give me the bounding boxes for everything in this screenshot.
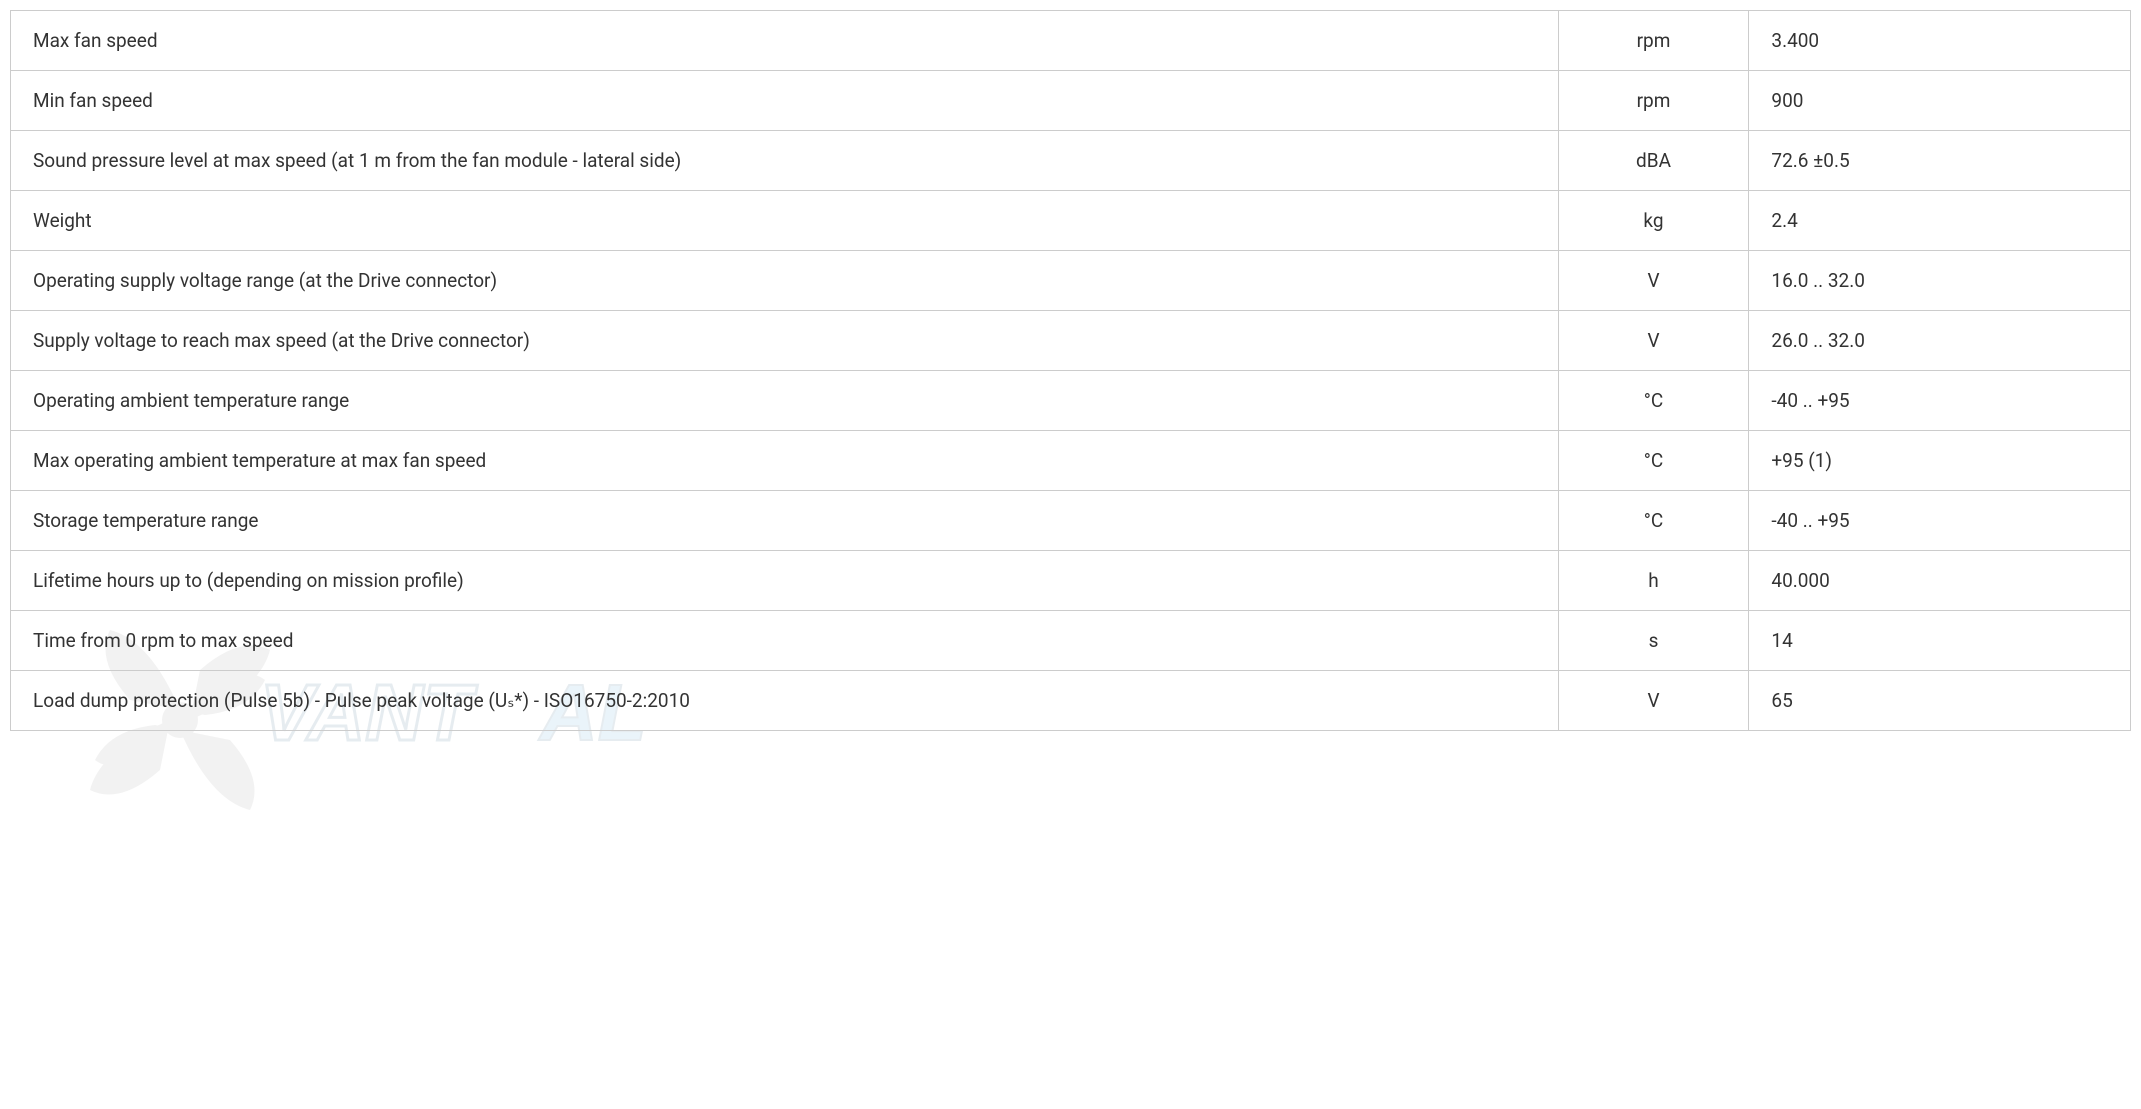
param-cell: Supply voltage to reach max speed (at th… xyxy=(11,311,1559,371)
param-cell: Sound pressure level at max speed (at 1 … xyxy=(11,131,1559,191)
value-cell: 16.0 .. 32.0 xyxy=(1749,251,2131,311)
param-cell: Lifetime hours up to (depending on missi… xyxy=(11,551,1559,611)
value-cell: 26.0 .. 32.0 xyxy=(1749,311,2131,371)
unit-cell: °C xyxy=(1558,371,1749,431)
table-row: Min fan speed rpm 900 xyxy=(11,71,2131,131)
unit-cell: V xyxy=(1558,671,1749,731)
value-cell: 3.400 xyxy=(1749,11,2131,71)
value-cell: 900 xyxy=(1749,71,2131,131)
unit-cell: s xyxy=(1558,611,1749,671)
table-row: Max operating ambient temperature at max… xyxy=(11,431,2131,491)
specifications-table: Max fan speed rpm 3.400 Min fan speed rp… xyxy=(10,10,2131,731)
unit-cell: rpm xyxy=(1558,11,1749,71)
value-cell: 65 xyxy=(1749,671,2131,731)
value-cell: +95 (1) xyxy=(1749,431,2131,491)
table-row: Max fan speed rpm 3.400 xyxy=(11,11,2131,71)
unit-cell: V xyxy=(1558,311,1749,371)
param-cell: Min fan speed xyxy=(11,71,1559,131)
table-row: Sound pressure level at max speed (at 1 … xyxy=(11,131,2131,191)
unit-cell: kg xyxy=(1558,191,1749,251)
table-row: Lifetime hours up to (depending on missi… xyxy=(11,551,2131,611)
param-cell: Time from 0 rpm to max speed xyxy=(11,611,1559,671)
table-body: Max fan speed rpm 3.400 Min fan speed rp… xyxy=(11,11,2131,731)
unit-cell: dBA xyxy=(1558,131,1749,191)
value-cell: 14 xyxy=(1749,611,2131,671)
value-cell: -40 .. +95 xyxy=(1749,371,2131,431)
value-cell: 2.4 xyxy=(1749,191,2131,251)
param-cell: Weight xyxy=(11,191,1559,251)
param-cell: Storage temperature range xyxy=(11,491,1559,551)
unit-cell: °C xyxy=(1558,491,1749,551)
param-cell: Max fan speed xyxy=(11,11,1559,71)
param-cell: Operating ambient temperature range xyxy=(11,371,1559,431)
param-cell: Operating supply voltage range (at the D… xyxy=(11,251,1559,311)
table-row: Operating ambient temperature range °C -… xyxy=(11,371,2131,431)
unit-cell: h xyxy=(1558,551,1749,611)
unit-cell: °C xyxy=(1558,431,1749,491)
param-cell: Max operating ambient temperature at max… xyxy=(11,431,1559,491)
table-row: Time from 0 rpm to max speed s 14 xyxy=(11,611,2131,671)
param-cell: Load dump protection (Pulse 5b) - Pulse … xyxy=(11,671,1559,731)
value-cell: 72.6 ±0.5 xyxy=(1749,131,2131,191)
table-row: Operating supply voltage range (at the D… xyxy=(11,251,2131,311)
unit-cell: V xyxy=(1558,251,1749,311)
table-row: Load dump protection (Pulse 5b) - Pulse … xyxy=(11,671,2131,731)
table-row: Weight kg 2.4 xyxy=(11,191,2131,251)
value-cell: -40 .. +95 xyxy=(1749,491,2131,551)
table-row: Storage temperature range °C -40 .. +95 xyxy=(11,491,2131,551)
table-row: Supply voltage to reach max speed (at th… xyxy=(11,311,2131,371)
value-cell: 40.000 xyxy=(1749,551,2131,611)
unit-cell: rpm xyxy=(1558,71,1749,131)
